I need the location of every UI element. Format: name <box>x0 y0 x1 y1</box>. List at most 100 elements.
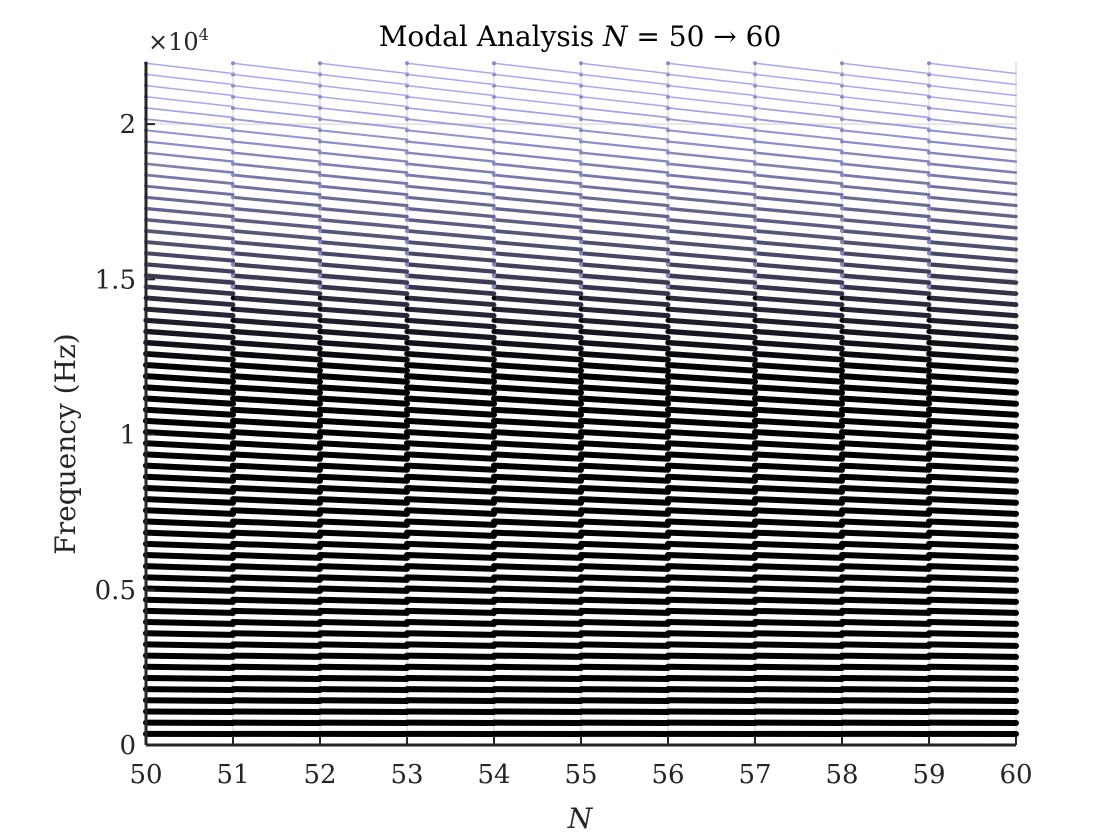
mode-line-segment <box>754 96 843 108</box>
mode-line-segment <box>491 251 584 263</box>
mode-line-segment <box>317 596 410 605</box>
mode-line-segment <box>317 473 410 484</box>
mode-marker <box>753 720 757 725</box>
mode-marker <box>492 553 496 558</box>
mode-marker <box>840 407 844 412</box>
mode-marker <box>666 620 670 625</box>
mode-line-segment <box>145 73 234 86</box>
mode-line-segment <box>926 529 1019 539</box>
mode-line-segment <box>753 184 844 197</box>
mode-line-segment <box>143 607 236 616</box>
mode-marker <box>318 463 322 468</box>
mode-line-segment <box>839 540 932 550</box>
mode-line-segment <box>404 384 497 396</box>
mode-line-segment <box>665 708 758 715</box>
mode-line-segment <box>752 619 845 627</box>
mode-marker <box>840 61 844 66</box>
mode-line-segment <box>578 306 671 319</box>
mode-line-segment <box>578 462 671 473</box>
mode-marker <box>579 262 583 267</box>
mode-line-segment <box>317 273 410 285</box>
mode-marker <box>318 284 322 289</box>
mode-marker <box>231 150 235 155</box>
mode-line-segment <box>578 507 671 517</box>
mode-marker <box>579 374 583 379</box>
mode-line-segment <box>404 295 497 308</box>
mode-line-segment <box>578 395 671 407</box>
mode-line-segment <box>752 328 845 341</box>
mode-line-segment <box>317 518 410 528</box>
mode-line-segment <box>578 574 671 583</box>
mode-line-segment <box>839 440 932 451</box>
mode-line-segment <box>317 686 410 693</box>
mode-marker <box>405 519 409 524</box>
mode-marker <box>927 251 931 256</box>
mode-marker <box>753 698 757 703</box>
mode-marker <box>492 206 496 211</box>
mode-marker <box>840 385 844 390</box>
mode-line-segment <box>927 173 1018 185</box>
mode-marker <box>753 139 757 144</box>
mode-line-segment <box>665 663 758 671</box>
mode-line-segment <box>665 440 758 451</box>
mode-marker <box>492 329 496 334</box>
mode-marker <box>492 608 496 613</box>
mode-line-segment <box>143 440 236 451</box>
mode-marker <box>579 564 583 569</box>
mode-marker <box>579 206 583 211</box>
mode-marker <box>318 61 322 66</box>
mode-marker <box>405 61 409 66</box>
mode-line-segment <box>667 84 756 97</box>
mode-marker <box>753 586 757 591</box>
mode-marker <box>231 586 235 591</box>
mode-marker <box>840 363 844 368</box>
mode-line-segment <box>493 62 582 75</box>
mode-line-segment <box>926 395 1019 407</box>
mode-line-segment <box>317 708 410 715</box>
mode-line-segment <box>492 217 583 230</box>
mode-line-segment <box>317 284 410 296</box>
mode-marker <box>318 720 322 725</box>
mode-line-segment <box>143 429 236 440</box>
mode-marker <box>927 161 931 166</box>
mode-line-segment <box>230 674 323 682</box>
mode-marker <box>927 653 931 658</box>
mode-line-segment <box>318 162 409 174</box>
mode-line-segment <box>230 350 323 363</box>
mode-line-segment <box>578 295 671 308</box>
mode-marker <box>840 597 844 602</box>
mode-marker <box>927 620 931 625</box>
mode-line-segment <box>580 73 669 86</box>
mode-line-segment <box>926 585 1019 594</box>
mode-line-segment <box>317 350 410 363</box>
mode-marker <box>579 463 583 468</box>
mode-marker <box>231 508 235 513</box>
mode-line-segment <box>665 306 758 319</box>
mode-line-segment <box>579 184 670 197</box>
mode-line-segment <box>578 429 671 440</box>
mode-marker <box>405 508 409 513</box>
mode-line-segment <box>752 429 845 440</box>
mode-marker <box>231 687 235 692</box>
mode-marker <box>666 508 670 513</box>
mode-line-segment <box>493 96 582 108</box>
mode-marker <box>492 452 496 457</box>
mode-line-segment <box>317 630 410 638</box>
mode-line-segment <box>230 596 323 605</box>
mode-line-segment <box>839 273 932 285</box>
mode-line-segment <box>404 596 497 605</box>
mode-line-segment <box>404 429 497 440</box>
y-axis-label: Frequency (Hz) <box>49 333 82 554</box>
mode-marker <box>492 195 496 200</box>
mode-line-segment <box>578 339 671 352</box>
mode-line-segment <box>143 373 236 385</box>
mode-marker <box>318 228 322 233</box>
mode-marker <box>231 553 235 558</box>
mode-line-segment <box>578 607 671 616</box>
mode-line-segment <box>579 229 670 241</box>
mode-line-segment <box>404 350 497 363</box>
mode-line-segment <box>665 496 758 506</box>
mode-line-segment <box>317 328 410 341</box>
mode-line-segment <box>752 518 845 528</box>
mode-marker <box>405 675 409 680</box>
